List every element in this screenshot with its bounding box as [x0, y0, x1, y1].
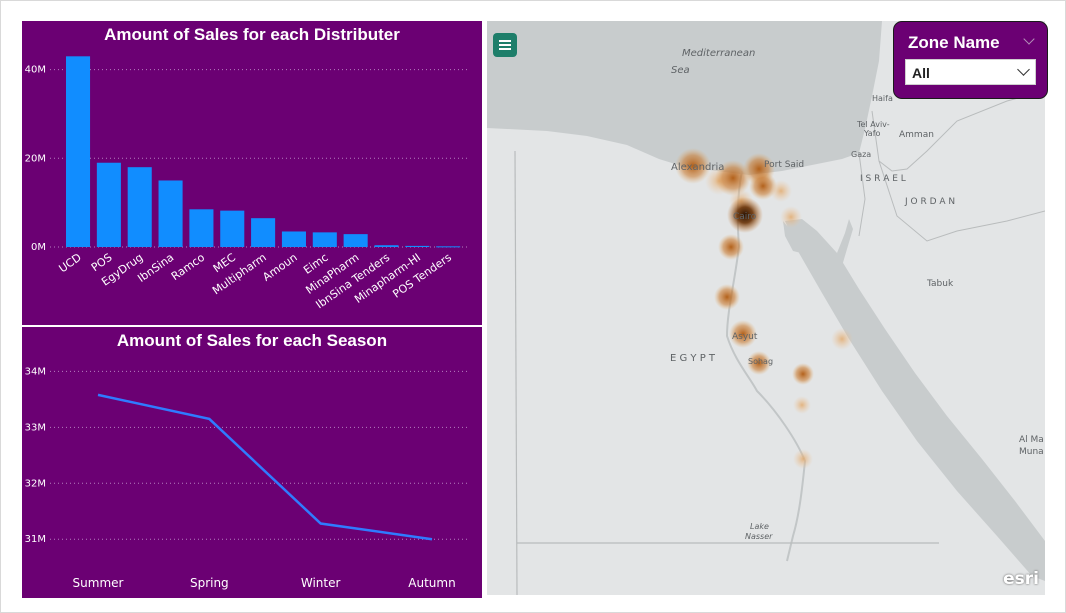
dropdown-chevron-icon [1017, 63, 1030, 76]
map-label-sea: Mediterranean [682, 48, 755, 59]
line-chart-title: Amount of Sales for each Season [116, 331, 388, 350]
map-label-asyut: Asyut [732, 332, 758, 342]
heat-suez [780, 206, 802, 228]
heat-minya [714, 284, 740, 310]
bar-pos[interactable] [96, 162, 121, 247]
bar-x-tick-label: Amoun [260, 251, 299, 284]
heat-qena [792, 363, 814, 385]
map-label-sohag: Sohag [748, 357, 773, 366]
zone-name-dropdown[interactable]: All [905, 59, 1036, 85]
menu-icon [499, 40, 511, 42]
line-x-tick-label: Winter [301, 576, 341, 590]
bar-ibnsina-tenders[interactable] [374, 245, 399, 247]
heat-delta-5 [770, 180, 792, 202]
bar-pos-tenders[interactable] [436, 246, 461, 248]
gulf-of-suez-shape [783, 221, 801, 253]
slicer-title: Zone Name [908, 33, 1000, 52]
map-svg: Mediterranean Sea Alexandria Port Said C… [487, 21, 1045, 595]
bar-x-tick-label: Ramco [169, 251, 208, 283]
map-label-muna: Muna [1019, 447, 1044, 457]
line-y-tick-label: 31M [25, 534, 46, 545]
map-label-al-ma: Al Ma [1019, 435, 1044, 445]
map-label-gaza: Gaza [851, 150, 871, 159]
map-label-haifa: Haifa [872, 94, 893, 103]
heat-luxor [793, 396, 811, 414]
map-label-cairo: Cairo [733, 212, 757, 222]
map-label-jordan: J O R D A N [904, 197, 955, 207]
bar-mec[interactable] [220, 210, 245, 247]
map-label-amman: Amman [899, 130, 934, 140]
bar-x-tick-label: UCD [56, 251, 83, 276]
line-x-tick-label: Spring [190, 576, 229, 590]
bar-multipharm[interactable] [251, 218, 276, 247]
red-sea-shape [785, 219, 1045, 581]
heat-fayoum [718, 234, 744, 260]
chevron-down-icon[interactable] [1023, 33, 1035, 45]
season-sales-chart[interactable]: Amount of Sales for each Season 31M 32M 33… [22, 327, 482, 598]
mediterranean-sea-shape [487, 21, 882, 175]
sales-map[interactable]: Mediterranean Sea Alexandria Port Said C… [487, 21, 1045, 595]
heat-cairo [727, 197, 763, 233]
bar-y-tick-label: 40M [25, 65, 46, 76]
line-y-tick-label: 32M [25, 478, 46, 489]
map-label-tel-aviv: Tel Aviv- [856, 120, 890, 129]
bar-y-tick-label: 20M [25, 153, 46, 164]
bar-minapharm[interactable] [343, 234, 368, 247]
map-label-israel: I S R A E L [860, 174, 906, 184]
line-chart-svg: 31M 32M 33M 34M Summer Spring Winter Autumn [25, 366, 467, 590]
line-x-tick-label: Summer [73, 576, 124, 590]
map-label-lake2: Nasser [745, 532, 773, 541]
heat-redsea [831, 328, 853, 350]
heat-delta-4 [749, 172, 777, 200]
map-label-lake: Lake [750, 522, 769, 531]
bar-y-tick-label: 0M [31, 242, 46, 253]
season-sales-line[interactable] [97, 393, 433, 541]
heat-alexandria [675, 148, 711, 184]
map-menu-button[interactable] [493, 33, 517, 57]
heat-delta-2 [715, 160, 751, 196]
map-label-egypt: E G Y P T [670, 353, 716, 364]
map-label-alexandria: Alexandria [671, 162, 724, 173]
line-y-tick-label: 34M [25, 366, 46, 377]
map-label-tel-aviv2: Yafo [863, 129, 881, 138]
heat-asyut [729, 320, 757, 348]
esri-logo: esri [1003, 569, 1039, 589]
map-label-sea2: Sea [671, 65, 690, 76]
bar-eimc[interactable] [312, 232, 337, 247]
bar-ucd[interactable] [66, 56, 91, 247]
bar-ibnsina[interactable] [158, 180, 183, 247]
map-label-port-said: Port Said [764, 160, 804, 170]
heat-aswan [793, 449, 813, 469]
bar-minapharm-hi[interactable] [405, 245, 430, 247]
bar-ramco[interactable] [189, 209, 214, 247]
border-east [858, 90, 1045, 237]
distributor-sales-chart[interactable]: Amount of Sales for each Distributer 0M 2… [22, 21, 482, 325]
gulf-of-aqaba-shape [837, 219, 853, 266]
bar-amoun[interactable] [281, 231, 306, 247]
line-y-tick-label: 33M [25, 422, 46, 433]
border-jordan [878, 160, 1045, 242]
line-x-tick-label: Autumn [408, 576, 455, 590]
dropdown-selected-value: All [912, 65, 930, 81]
egypt-border-west [514, 150, 518, 595]
bar-chart-title: Amount of Sales for each Distributer [104, 25, 400, 44]
heat-sohag [747, 351, 771, 375]
zone-name-slicer: Zone Name All [893, 21, 1048, 99]
map-label-tabuk: Tabuk [926, 279, 954, 289]
bar-egydrug[interactable] [127, 167, 152, 247]
